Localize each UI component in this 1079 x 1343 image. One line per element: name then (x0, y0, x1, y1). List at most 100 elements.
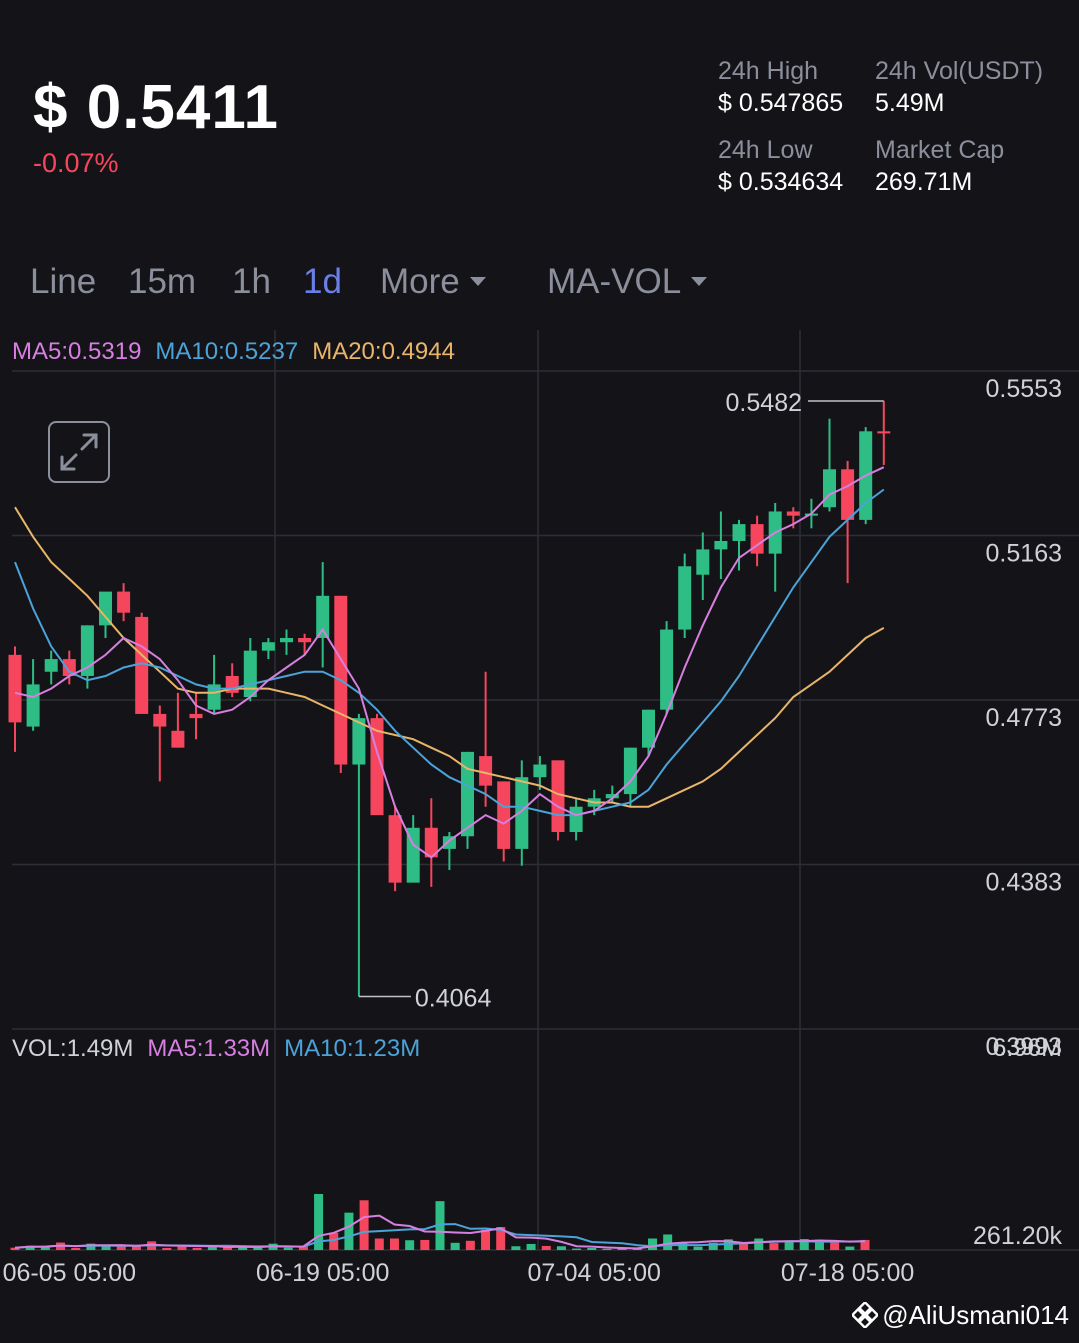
price-axis-tick: 0.5163 (986, 540, 1062, 568)
volume-bar (465, 1240, 475, 1250)
volume-ma5-line (14, 1214, 866, 1250)
candle-body (243, 650, 257, 698)
candle-body (207, 684, 221, 710)
candle-body (497, 781, 511, 849)
legend-ma20: MA20:0.4944 (312, 338, 455, 365)
volume-bar (359, 1200, 369, 1250)
stat-24h-vol-value: 5.49M (875, 89, 945, 117)
candle-body (623, 747, 637, 795)
volume-bar (329, 1232, 339, 1250)
candle-body (26, 684, 40, 727)
indicator-label: MA-VOL (547, 262, 682, 301)
candle-body (515, 777, 529, 849)
volume-bar (526, 1243, 536, 1250)
tab-line[interactable]: Line (30, 262, 97, 301)
volume-bar (10, 1247, 20, 1250)
volume-bar (435, 1201, 445, 1250)
volume-bar (845, 1246, 855, 1250)
candle-body (8, 654, 22, 723)
candle-body (660, 629, 674, 710)
current-price: $ 0.5411 (33, 73, 279, 142)
volume-bar (799, 1239, 809, 1250)
ma10-line (14, 488, 885, 817)
legend-ma10: MA10:0.5237 (155, 338, 298, 365)
volume-bar (511, 1246, 521, 1250)
legend-vol-ma10: MA10:1.23M (284, 1035, 420, 1062)
volume-bar (223, 1246, 232, 1250)
volume-bar (298, 1245, 308, 1250)
candle-body (261, 642, 275, 651)
candle-body (714, 540, 728, 550)
low-price-label: 0.4064 (415, 985, 492, 1013)
stat-24h-vol-label: 24h Vol(USDT) (875, 57, 1044, 85)
volume-bar (71, 1247, 81, 1250)
x-axis-label: 06-19 05:00 (256, 1259, 389, 1287)
volume-bar (344, 1212, 354, 1250)
price-axis-tick: 0.5553 (986, 375, 1062, 403)
tab-more-dropdown[interactable]: More (380, 262, 486, 302)
legend-ma5: MA5:0.5319 (12, 338, 141, 365)
volume-bar (678, 1243, 688, 1250)
volume-bar (496, 1227, 506, 1250)
watermark-handle: @AliUsmani014 (882, 1300, 1069, 1330)
volume-bar (283, 1247, 293, 1250)
stat-market-cap-value: 269.71M (875, 168, 973, 196)
legend-vol-ma5: MA5:1.33M (147, 1035, 270, 1062)
indicator-dropdown[interactable]: MA-VOL (547, 262, 708, 302)
candle-body (841, 469, 855, 520)
volume-bar (556, 1246, 566, 1250)
x-axis-label: 07-18 05:00 (781, 1259, 914, 1287)
candle-body (44, 659, 58, 672)
volume-bar (754, 1238, 764, 1250)
tab-1d[interactable]: 1d (303, 262, 342, 301)
candle-body (823, 469, 836, 508)
volume-bar (420, 1239, 430, 1250)
volume-bar (602, 1248, 612, 1250)
volume-axis-tick: 6.96M (993, 1034, 1062, 1062)
ma5-line (14, 466, 885, 859)
tab-15m[interactable]: 15m (128, 262, 197, 301)
volume-bar (40, 1246, 50, 1250)
expand-arrows-icon (60, 433, 98, 471)
volume-axis-tick: 261.20k (973, 1222, 1062, 1250)
candle-body (533, 764, 547, 778)
tab-1h[interactable]: 1h (232, 262, 271, 301)
candle-body (424, 827, 438, 858)
caret-down-icon (691, 277, 708, 287)
volume-bar (663, 1234, 673, 1250)
volume-bar (25, 1245, 35, 1250)
volume-bar (253, 1247, 263, 1250)
volume-bar (769, 1243, 779, 1250)
volume-bar (481, 1229, 491, 1250)
volume-bar (192, 1247, 202, 1250)
candle-body (298, 637, 312, 643)
binance-logo-icon (850, 1300, 880, 1330)
price-axis-tick: 0.4383 (986, 869, 1062, 897)
volume-bar (860, 1239, 870, 1250)
candle-body (62, 659, 76, 676)
volume-bar (374, 1238, 384, 1250)
stat-24h-high-label: 24h High (718, 57, 819, 85)
price-change-percent: -0.07% (33, 148, 119, 178)
volume-bar (389, 1238, 399, 1250)
candle-body (678, 566, 692, 630)
candle-body (696, 549, 710, 575)
volume-bar (572, 1248, 582, 1250)
candle-body (80, 625, 94, 676)
candle-body (135, 616, 149, 714)
caret-down-icon (469, 277, 486, 287)
candle-body (406, 827, 420, 883)
candle-body (171, 730, 185, 748)
stat-market-cap-label: Market Cap (875, 136, 1005, 164)
fullscreen-button[interactable] (48, 421, 110, 483)
volume-bar (314, 1193, 324, 1250)
stat-24h-high-value: $ 0.547865 (718, 89, 844, 117)
candle-body (280, 637, 293, 643)
candle-body (732, 524, 746, 541)
volume-bar (101, 1245, 111, 1250)
volume-bar (784, 1241, 794, 1250)
candle-body (99, 591, 112, 626)
candle-body (642, 709, 655, 748)
candle-body (479, 756, 493, 786)
